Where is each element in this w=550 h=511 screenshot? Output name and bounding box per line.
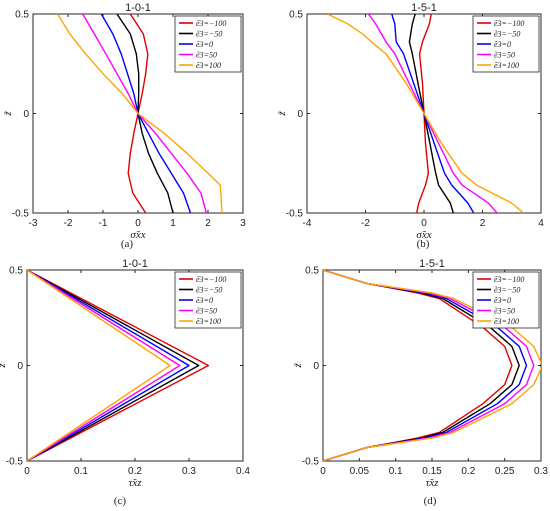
y-tick-label: 0 xyxy=(23,109,29,120)
series-line-3 xyxy=(27,270,181,461)
legend-entry: ẽ3=100 xyxy=(196,317,221,326)
x-tick-label: 0.2 xyxy=(461,466,475,477)
legend-entry: ẽ3=−100 xyxy=(196,275,226,284)
legend-entry: ẽ3=50 xyxy=(196,50,217,59)
x-axis-label: σ̃xx xyxy=(130,229,145,241)
legend-entry: ẽ3=−100 xyxy=(494,19,524,28)
legend-entry: ẽ3=0 xyxy=(196,296,213,305)
x-tick-label: 0.1 xyxy=(389,466,403,477)
series-line-4 xyxy=(56,14,223,213)
legend-entry: ẽ3=−50 xyxy=(494,285,520,294)
series-line-4 xyxy=(327,14,524,213)
chart-panel-0: -3 -2 -1 0 1 2 3-0.500.51-0-1σ̃xxz̃(a)ẽ3=−100ẽ… xyxy=(2,2,246,250)
x-tick-label: 0 xyxy=(421,218,427,229)
series-line-2 xyxy=(27,270,190,461)
series-line-1 xyxy=(27,270,200,461)
panel-label: (a) xyxy=(121,238,134,250)
y-tick-label: -0.5 xyxy=(12,209,30,220)
series-line-4 xyxy=(27,270,171,461)
legend-entry: ẽ3=100 xyxy=(196,61,221,70)
legend-entry: ẽ3=−50 xyxy=(196,285,222,294)
x-tick-label: 1 xyxy=(170,218,176,229)
legend-entry: ẽ3=50 xyxy=(494,306,515,315)
x-tick-label: 0.4 xyxy=(236,466,250,477)
chart-panel-3: 0 0.05 0.1 0.15 0.2 0.25 0.3-0.500.51-5-1τ̃xzz… xyxy=(292,258,548,507)
y-axis-label: z̃ xyxy=(0,362,8,368)
x-axis-label: τ̃xz xyxy=(425,477,439,489)
y-axis-label: z̃ xyxy=(2,110,14,116)
x-tick-label: 0.2 xyxy=(128,466,142,477)
x-tick-label: -3 xyxy=(29,218,38,229)
legend-entry: ẽ3=−50 xyxy=(494,29,520,38)
x-tick-label: 0 xyxy=(24,466,30,477)
legend-entry: ẽ3=−100 xyxy=(494,275,524,284)
legend-entry: ẽ3=50 xyxy=(196,306,217,315)
x-tick-label: 0 xyxy=(320,466,326,477)
x-tick-label: 2 xyxy=(205,218,211,229)
legend-entry: ẽ3=−50 xyxy=(196,29,222,38)
y-tick-label: 0.5 xyxy=(305,266,319,277)
x-tick-label: 0.25 xyxy=(495,466,515,477)
chart-panel-1: -4 -2 0 2 4 -0.5 0 0.5 1-5-1 σ̃xx z̃ (b) ẽ3=−100ẽ3=−… xyxy=(276,2,544,250)
chart-title: 1-0-1 xyxy=(122,258,148,270)
chart-title: 1-5-1 xyxy=(419,258,445,270)
y-axis-label: z̃ xyxy=(276,110,288,116)
panel-label: (c) xyxy=(114,495,127,507)
legend-entry: ẽ3=100 xyxy=(494,317,519,326)
x-tick-label: 4 xyxy=(538,218,544,229)
legend-entry: ẽ3=100 xyxy=(494,61,519,70)
x-tick-label: 0.1 xyxy=(74,466,88,477)
x-tick-label: 0.3 xyxy=(182,466,196,477)
x-tick-label: 2 xyxy=(480,218,486,229)
panel-label: (d) xyxy=(424,495,437,507)
x-tick-label: -1 xyxy=(99,218,108,229)
y-tick-label: -0.5 xyxy=(286,209,304,220)
y-tick-label: 0.5 xyxy=(289,10,303,21)
legend-entry: ẽ3=0 xyxy=(196,40,213,49)
legend-entry: ẽ3=0 xyxy=(494,296,511,305)
y-tick-label: 0 xyxy=(297,109,303,120)
chart-title: 1-5-1 xyxy=(411,2,437,14)
x-axis-label: σ̃xx xyxy=(416,229,431,241)
x-axis-label: τ̃xz xyxy=(128,477,142,489)
y-tick-label: -0.5 xyxy=(6,457,24,468)
x-tick-label: 3 xyxy=(240,218,246,229)
series-line-4 xyxy=(323,270,541,461)
y-tick-label: 0.5 xyxy=(15,10,29,21)
y-tick-label: -0.5 xyxy=(302,457,320,468)
x-tick-label: -2 xyxy=(64,218,73,229)
x-tick-label: -2 xyxy=(361,218,370,229)
legend-entry: ẽ3=50 xyxy=(494,50,515,59)
legend-entry: ẽ3=0 xyxy=(494,40,511,49)
y-tick-label: 0.5 xyxy=(9,266,23,277)
y-tick-label: 0 xyxy=(313,361,319,372)
chart-title: 1-0-1 xyxy=(125,2,151,14)
series-line-0 xyxy=(27,270,210,461)
y-axis-label: z̃ xyxy=(292,362,304,368)
chart-panel-2: 00.10.20.30.4-0.500.51-0-1τ̃xzz̃(c)ẽ3=−1… xyxy=(0,258,250,507)
x-tick-label: -4 xyxy=(303,218,312,229)
x-tick-label: 0 xyxy=(135,218,141,229)
x-tick-label: 0.3 xyxy=(534,466,548,477)
panel-label: (b) xyxy=(417,238,430,250)
x-tick-label: 0.15 xyxy=(422,466,442,477)
y-tick-label: 0 xyxy=(17,361,23,372)
legend-entry: ẽ3=−100 xyxy=(196,19,226,28)
x-tick-label: 0.05 xyxy=(350,466,370,477)
